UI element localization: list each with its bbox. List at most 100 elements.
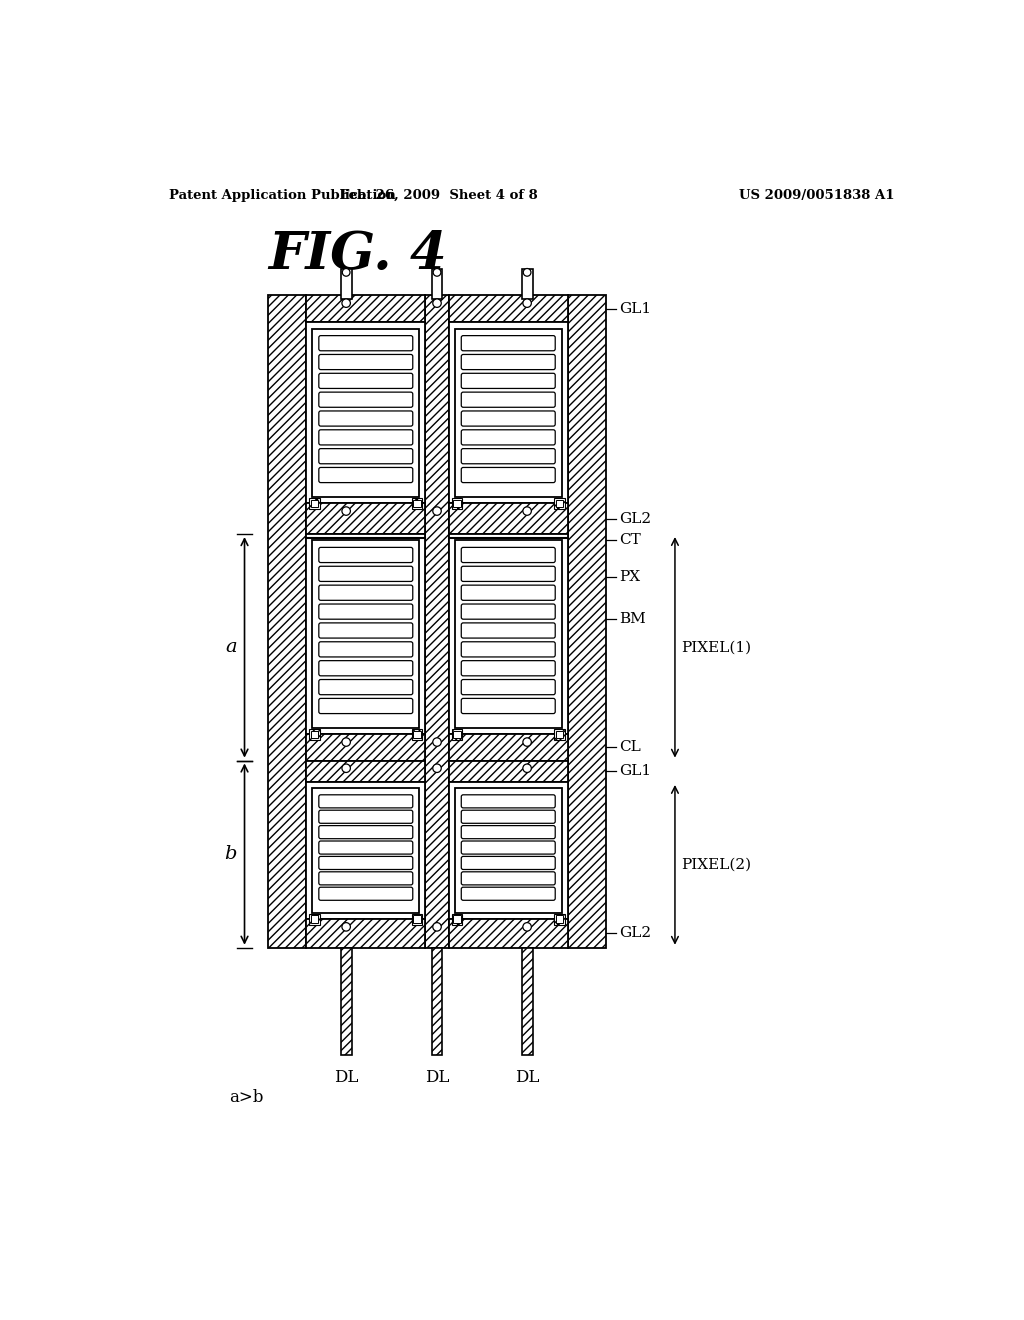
FancyBboxPatch shape xyxy=(461,548,555,562)
Bar xyxy=(310,730,318,738)
Text: b: b xyxy=(224,845,237,863)
FancyBboxPatch shape xyxy=(318,605,413,619)
Text: US 2009/0051838 A1: US 2009/0051838 A1 xyxy=(739,189,894,202)
FancyBboxPatch shape xyxy=(461,841,555,854)
Bar xyxy=(306,760,425,781)
Circle shape xyxy=(342,507,350,515)
Bar xyxy=(461,795,556,907)
FancyBboxPatch shape xyxy=(461,698,555,714)
Bar xyxy=(306,734,425,760)
FancyBboxPatch shape xyxy=(461,467,555,483)
Text: a: a xyxy=(225,639,237,656)
FancyBboxPatch shape xyxy=(461,825,555,838)
Circle shape xyxy=(523,298,531,308)
FancyBboxPatch shape xyxy=(461,335,555,351)
FancyBboxPatch shape xyxy=(318,680,413,694)
Bar xyxy=(309,729,319,739)
Text: DL: DL xyxy=(425,1069,450,1086)
Bar xyxy=(306,535,425,734)
FancyBboxPatch shape xyxy=(318,642,413,657)
Bar xyxy=(312,540,419,729)
Bar xyxy=(449,296,568,322)
Text: PIXEL(1): PIXEL(1) xyxy=(681,640,752,655)
Bar xyxy=(554,498,565,508)
FancyBboxPatch shape xyxy=(318,795,413,808)
Bar xyxy=(318,795,413,907)
FancyBboxPatch shape xyxy=(318,585,413,601)
Bar xyxy=(449,503,568,535)
FancyBboxPatch shape xyxy=(318,355,413,370)
Text: BM: BM xyxy=(620,612,646,626)
FancyBboxPatch shape xyxy=(461,857,555,870)
Bar xyxy=(449,535,568,734)
FancyBboxPatch shape xyxy=(318,467,413,483)
Bar xyxy=(554,913,565,924)
FancyBboxPatch shape xyxy=(318,449,413,463)
FancyBboxPatch shape xyxy=(461,566,555,581)
Bar xyxy=(306,919,425,948)
Bar xyxy=(312,788,419,913)
Circle shape xyxy=(523,764,531,772)
Circle shape xyxy=(433,764,441,772)
FancyBboxPatch shape xyxy=(461,430,555,445)
Circle shape xyxy=(523,738,531,746)
Bar xyxy=(306,781,425,919)
FancyBboxPatch shape xyxy=(461,795,555,808)
Bar xyxy=(556,730,563,738)
Bar xyxy=(341,948,351,1056)
Bar xyxy=(425,296,449,948)
Circle shape xyxy=(342,298,350,308)
Text: GL2: GL2 xyxy=(620,927,651,940)
FancyBboxPatch shape xyxy=(461,585,555,601)
FancyBboxPatch shape xyxy=(461,374,555,388)
Circle shape xyxy=(523,268,531,276)
FancyBboxPatch shape xyxy=(318,411,413,426)
Circle shape xyxy=(342,268,350,276)
Bar xyxy=(521,268,532,300)
Bar xyxy=(454,499,461,507)
Bar xyxy=(455,540,562,729)
Bar xyxy=(556,499,563,507)
Bar xyxy=(413,730,421,738)
Text: Feb. 26, 2009  Sheet 4 of 8: Feb. 26, 2009 Sheet 4 of 8 xyxy=(340,189,538,202)
Bar xyxy=(455,329,562,498)
Bar xyxy=(306,322,425,503)
Bar xyxy=(454,915,461,923)
Bar xyxy=(310,499,318,507)
FancyBboxPatch shape xyxy=(318,698,413,714)
Bar xyxy=(306,503,425,535)
FancyBboxPatch shape xyxy=(318,335,413,351)
Bar xyxy=(568,296,606,948)
Text: PIXEL(2): PIXEL(2) xyxy=(681,858,752,871)
FancyBboxPatch shape xyxy=(461,871,555,884)
Bar xyxy=(452,729,463,739)
Text: GL1: GL1 xyxy=(620,301,651,315)
Text: CT: CT xyxy=(620,532,641,546)
Circle shape xyxy=(523,507,531,515)
Bar xyxy=(449,919,568,948)
Bar xyxy=(341,268,351,300)
FancyBboxPatch shape xyxy=(318,430,413,445)
Circle shape xyxy=(342,738,350,746)
FancyBboxPatch shape xyxy=(318,857,413,870)
Bar xyxy=(412,729,422,739)
Bar xyxy=(452,913,463,924)
Bar xyxy=(412,913,422,924)
Text: FIG. 4: FIG. 4 xyxy=(268,230,447,280)
FancyBboxPatch shape xyxy=(461,411,555,426)
Text: Patent Application Publication: Patent Application Publication xyxy=(169,189,396,202)
Bar xyxy=(521,948,532,1056)
Bar xyxy=(318,335,413,491)
Bar xyxy=(318,546,413,722)
Text: DL: DL xyxy=(334,1069,358,1086)
FancyBboxPatch shape xyxy=(461,680,555,694)
Text: GL2: GL2 xyxy=(620,512,651,525)
Bar xyxy=(449,734,568,760)
Text: CL: CL xyxy=(620,741,641,755)
Bar xyxy=(306,296,425,322)
FancyBboxPatch shape xyxy=(461,355,555,370)
FancyBboxPatch shape xyxy=(461,392,555,408)
FancyBboxPatch shape xyxy=(461,810,555,824)
Bar xyxy=(412,498,422,508)
Bar xyxy=(310,915,318,923)
